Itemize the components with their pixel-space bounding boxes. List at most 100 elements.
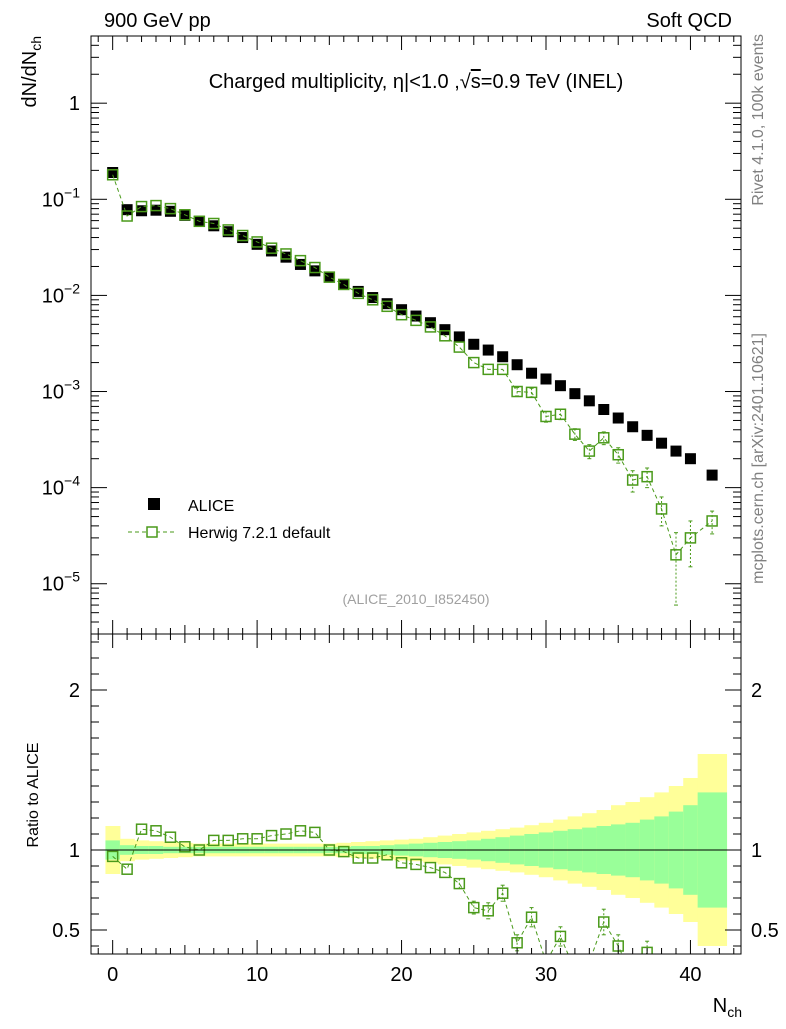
title-s: s bbox=[471, 71, 481, 93]
main-y-tick-label-exp: −2 bbox=[64, 280, 80, 296]
header-left: 900 GeV pp bbox=[104, 10, 211, 32]
main-y-tick-label-exp: −5 bbox=[64, 569, 80, 585]
main-y-tick-label-base: 1 bbox=[69, 93, 80, 115]
alice-point bbox=[136, 205, 148, 217]
main-y-tick-label: 10−3 bbox=[42, 377, 80, 404]
alice-point bbox=[497, 351, 509, 363]
x-axis-label-sub: ch bbox=[727, 1004, 742, 1020]
side-label-bottom: mcplots.cern.ch [arXiv:2401.10621] bbox=[750, 333, 767, 584]
herwig-point bbox=[381, 300, 393, 313]
alice-point bbox=[540, 373, 552, 385]
ratio-herwig-point bbox=[236, 833, 249, 845]
herwig-point bbox=[352, 287, 364, 300]
ratio-herwig-point bbox=[511, 937, 523, 949]
ratio-herwig-point bbox=[554, 930, 567, 943]
x-tick-label: 30 bbox=[535, 964, 557, 986]
ratio-herwig-point bbox=[628, 973, 638, 983]
ratio-herwig-point bbox=[453, 877, 466, 890]
alice-point bbox=[222, 226, 234, 238]
main-y-tick-label: 10−4 bbox=[42, 473, 80, 500]
herwig-point bbox=[179, 209, 191, 221]
x-tick-label: 40 bbox=[679, 964, 701, 986]
ratio-herwig-point bbox=[280, 828, 292, 840]
main-y-axis-label-main: dN/dN bbox=[19, 51, 41, 108]
legend-label-alice: ALICE bbox=[188, 498, 234, 515]
ratio-herwig-point bbox=[135, 823, 148, 835]
legend-marker-herwig bbox=[146, 526, 158, 538]
herwig-point bbox=[583, 445, 596, 457]
ratio-herwig-point bbox=[121, 863, 133, 875]
herwig-point bbox=[468, 356, 480, 369]
alice-point bbox=[381, 298, 393, 310]
ratio-herwig-point bbox=[208, 834, 220, 847]
ratio-y-tick-label-left: 0.5 bbox=[52, 920, 80, 942]
ratio-herwig-point bbox=[525, 911, 538, 923]
ratio-y-tick-label-right: 0.5 bbox=[751, 920, 779, 942]
alice-point bbox=[453, 331, 465, 343]
main-y-tick-label-base: 10 bbox=[42, 189, 64, 211]
legend-label-herwig: Herwig 7.2.1 default bbox=[188, 525, 331, 542]
main-y-tick-label-exp: −4 bbox=[64, 473, 80, 489]
herwig-point bbox=[453, 341, 466, 353]
ratio-y-tick-label-left: 2 bbox=[69, 680, 80, 702]
ratio-herwig-point bbox=[309, 826, 321, 839]
main-y-tick-label-base: 10 bbox=[42, 478, 64, 500]
herwig-point bbox=[135, 200, 148, 213]
title-prefix: Charged multiplicity, bbox=[209, 71, 393, 93]
herwig-point bbox=[569, 428, 581, 440]
side-label-top: Rivet 4.1.0, 100k events bbox=[750, 34, 767, 206]
ratio-herwig-point bbox=[395, 857, 408, 869]
ratio-herwig-point bbox=[338, 845, 350, 858]
alice-point bbox=[309, 265, 321, 277]
ratio-herwig-point bbox=[584, 957, 594, 967]
main-y-tick-label: 10−2 bbox=[42, 280, 80, 307]
ratio-herwig-point bbox=[496, 887, 509, 899]
ratio-herwig-point bbox=[222, 834, 234, 847]
x-tick-label: 10 bbox=[246, 964, 268, 986]
alice-point bbox=[554, 380, 566, 392]
alice-point bbox=[612, 412, 624, 424]
herwig-point bbox=[395, 308, 408, 321]
legend-marker-alice bbox=[148, 498, 160, 510]
herwig-point bbox=[366, 294, 379, 306]
ratio-herwig-point bbox=[641, 946, 653, 954]
main-y-tick-label-base: 10 bbox=[42, 285, 64, 307]
main-y-tick-label: 10−5 bbox=[42, 569, 80, 596]
ratio-herwig-point bbox=[150, 825, 162, 837]
ratio-y-axis-label: Ratio to ALICE bbox=[25, 743, 42, 848]
alice-point bbox=[237, 232, 249, 244]
alice-point bbox=[569, 388, 581, 400]
alice-point bbox=[352, 285, 364, 297]
herwig-point bbox=[612, 448, 624, 461]
main-y-tick-label-base: 10 bbox=[42, 382, 64, 404]
title-sqrt: √ bbox=[460, 71, 471, 93]
herwig-point bbox=[164, 202, 177, 215]
herwig-point bbox=[482, 363, 494, 376]
herwig-point bbox=[338, 278, 350, 291]
herwig-point bbox=[424, 321, 437, 333]
ratio-y-tick-label-right: 1 bbox=[751, 840, 762, 862]
alice-point bbox=[266, 245, 278, 257]
ratio-herwig-point bbox=[570, 965, 580, 975]
main-series bbox=[106, 167, 718, 606]
herwig-point bbox=[684, 532, 697, 544]
alice-point bbox=[208, 220, 220, 232]
herwig-point bbox=[496, 363, 509, 376]
main-y-tick-label-exp: −3 bbox=[64, 377, 80, 393]
herwig-point bbox=[641, 470, 653, 483]
alice-point bbox=[367, 292, 379, 304]
title-suffix: =0.9 TeV (INEL) bbox=[481, 71, 623, 93]
herwig-point bbox=[280, 248, 292, 260]
title-mid: |<1.0 , bbox=[404, 71, 460, 93]
herwig-point bbox=[106, 169, 119, 181]
alice-point bbox=[323, 271, 335, 283]
ratio-herwig-point bbox=[265, 829, 278, 842]
main-y-tick-label-base: 10 bbox=[42, 574, 64, 596]
alice-point bbox=[684, 453, 696, 465]
herwig-point bbox=[540, 410, 552, 423]
x-tick-label: 20 bbox=[390, 964, 412, 986]
herwig-point bbox=[626, 474, 639, 486]
